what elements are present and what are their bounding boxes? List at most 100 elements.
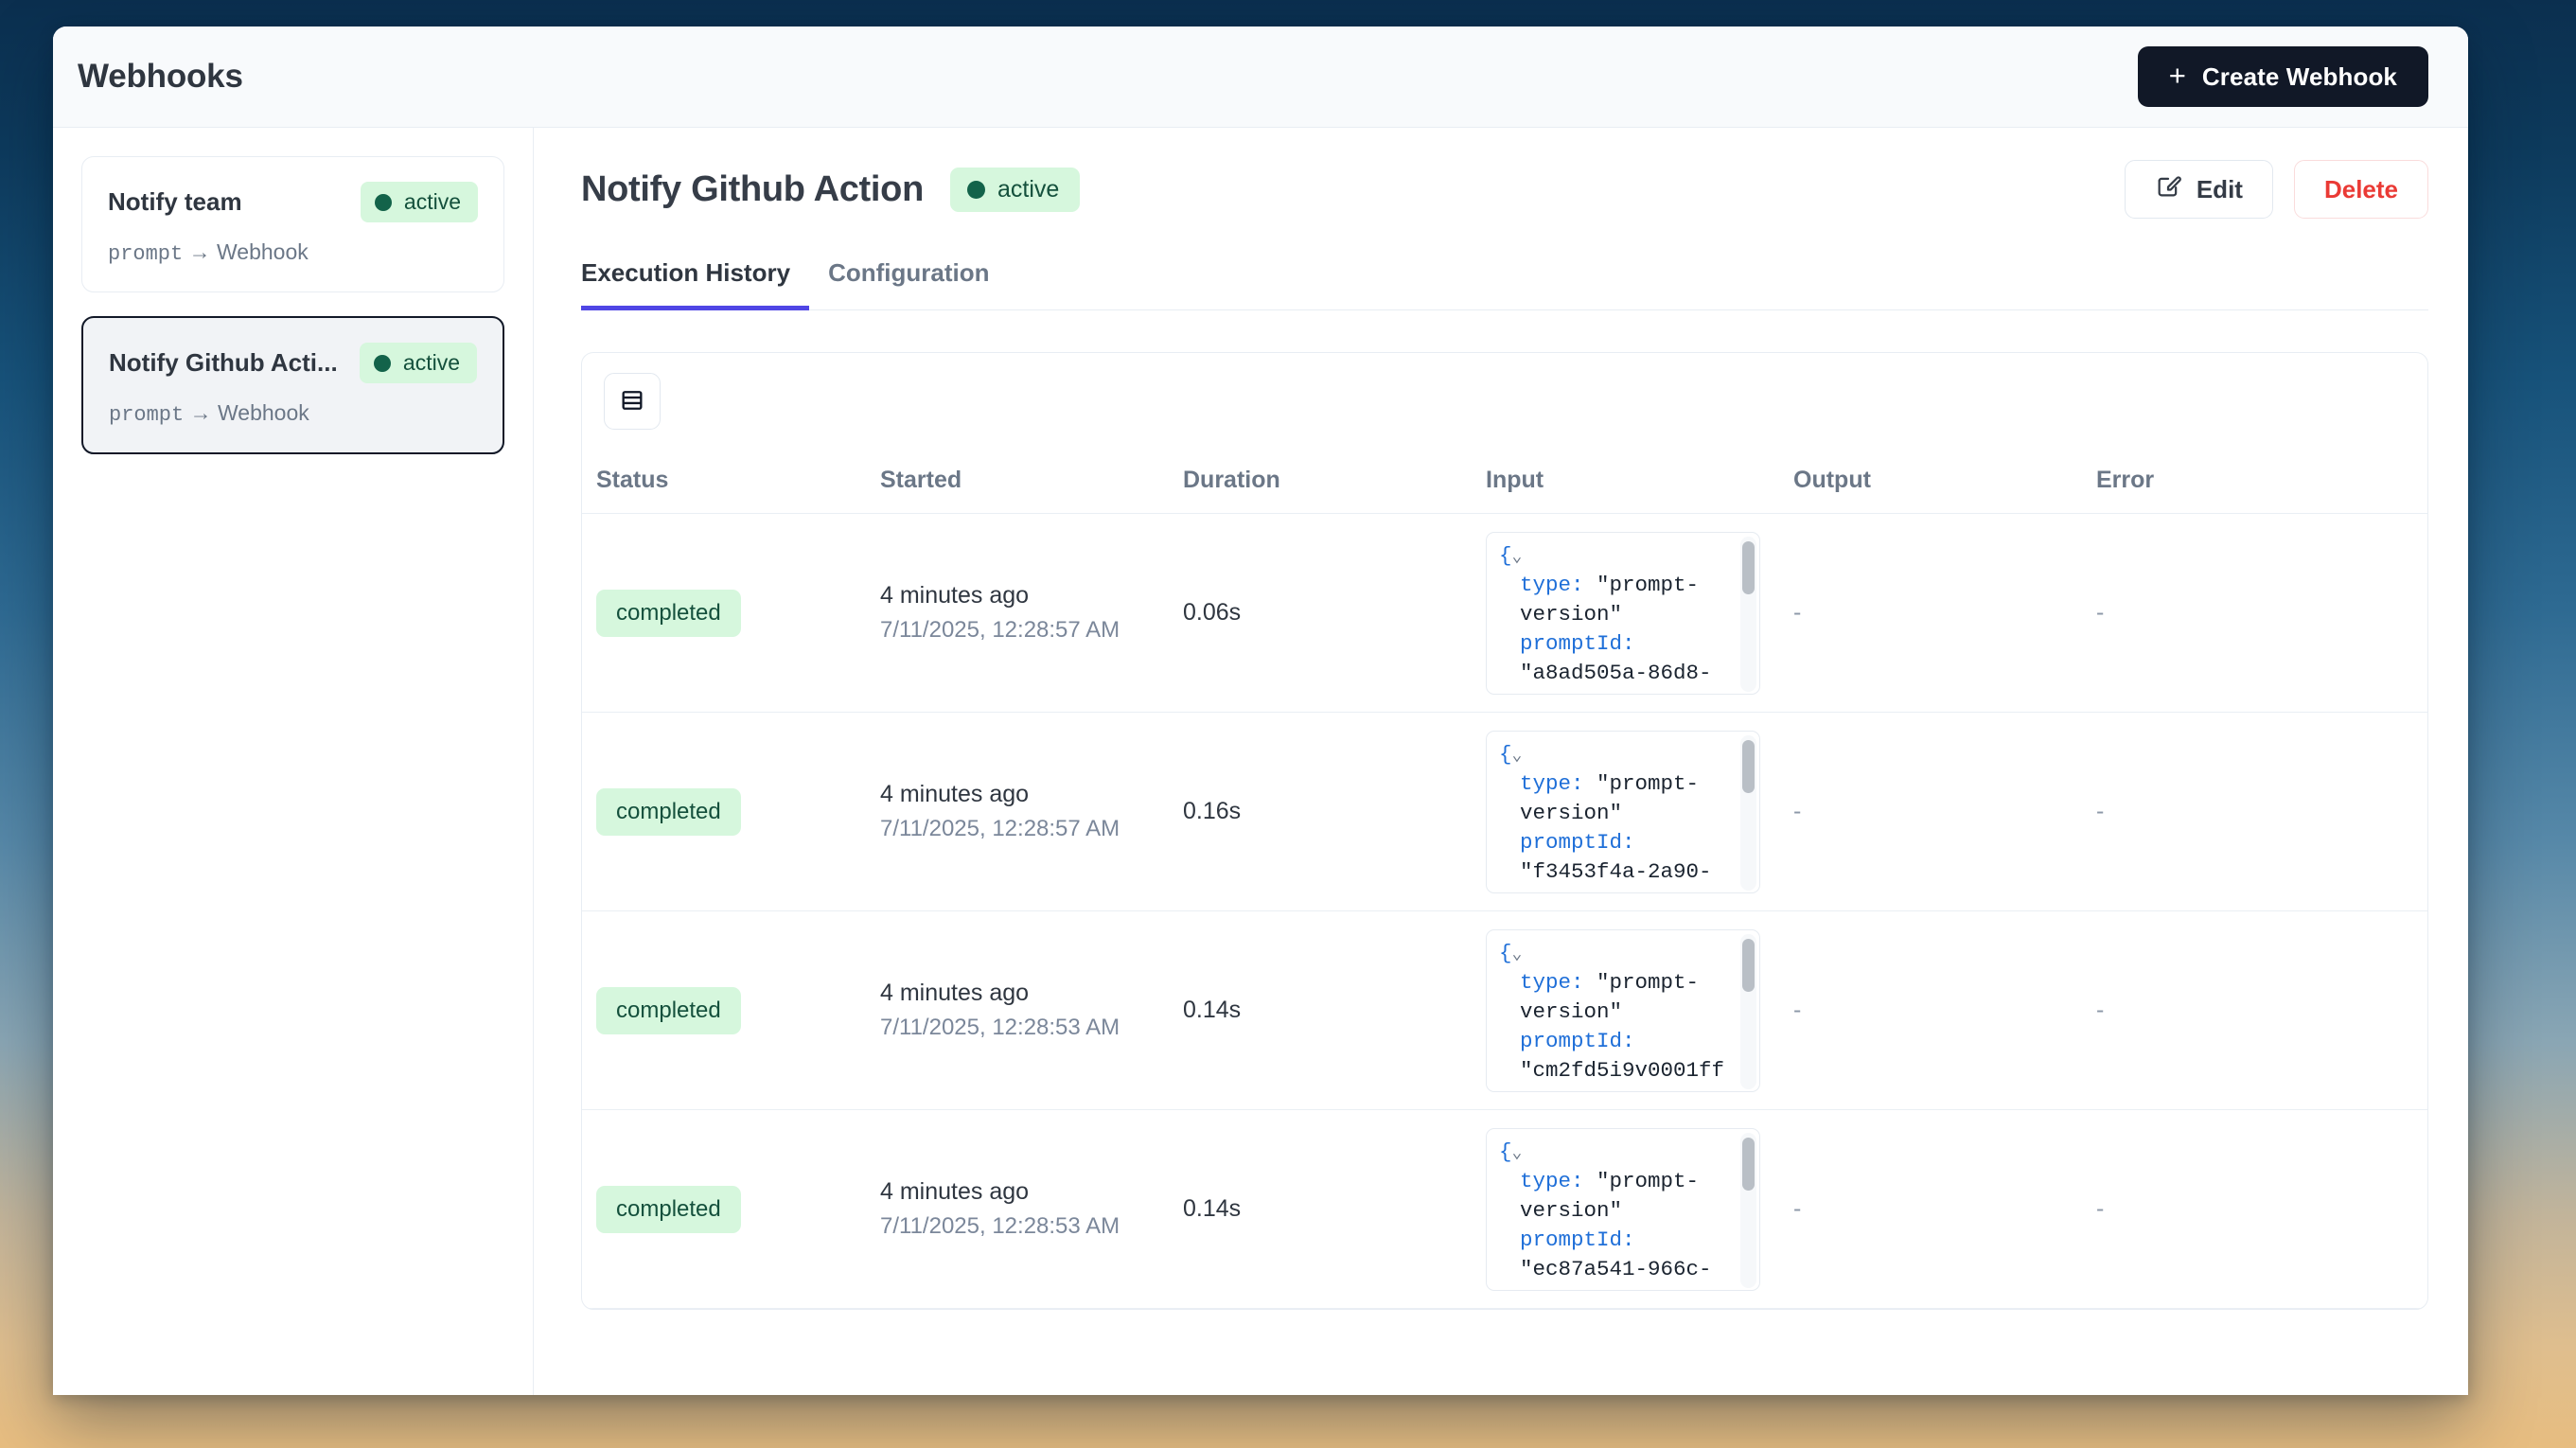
json-viewer[interactable]: {⌄ type: "prompt- version" promptId: "f3… xyxy=(1486,730,1760,893)
json-root-line[interactable]: {⌄ xyxy=(1499,740,1759,769)
json-root-line[interactable]: {⌄ xyxy=(1499,1138,1759,1167)
column-header-started[interactable]: Started xyxy=(880,450,1183,514)
detail-actions: Edit Delete xyxy=(2124,160,2428,219)
column-header-output[interactable]: Output xyxy=(1793,450,2096,514)
table-header-row: Status Started Duration Input Output Err… xyxy=(582,450,2427,514)
create-webhook-button[interactable]: + Create Webhook xyxy=(2137,46,2428,107)
json-line: type: "prompt- xyxy=(1499,571,1759,600)
status-label: active xyxy=(997,175,1060,203)
json-value: "cm2fd5i9v0001ff xyxy=(1520,1057,1725,1083)
cell-output: - xyxy=(1793,1109,2096,1309)
json-line: "ec87a541-966c- xyxy=(1499,1255,1759,1284)
started-relative: 4 minutes ago xyxy=(880,980,1030,1006)
delete-label: Delete xyxy=(2323,174,2398,203)
scrollbar-thumb[interactable] xyxy=(1742,739,1755,793)
table-toolbar xyxy=(582,353,2427,450)
cell-output: - xyxy=(1793,712,2096,911)
status-label: active xyxy=(403,189,461,214)
json-value: "prompt- xyxy=(1597,969,1700,995)
json-line-cont: version" xyxy=(1499,600,1759,629)
json-line: type: "prompt- xyxy=(1499,968,1759,998)
sidebar-item-notify-team[interactable]: Notify team active prompt → Webhook xyxy=(81,156,504,292)
started-absolute: 7/11/2025, 12:28:53 AM xyxy=(880,1213,1120,1239)
json-line-cont: version" xyxy=(1499,1196,1759,1226)
column-header-error[interactable]: Error xyxy=(2096,450,2427,514)
error-value: - xyxy=(2096,997,2105,1023)
cell-output: - xyxy=(1793,910,2096,1110)
cell-duration: 0.14s xyxy=(1183,910,1486,1110)
status-badge: active xyxy=(360,182,478,222)
tab-configuration[interactable]: Configuration xyxy=(809,258,1008,310)
json-key: type: xyxy=(1520,969,1584,995)
cell-error: - xyxy=(2096,513,2427,713)
duration-value: 0.16s xyxy=(1183,798,1242,824)
started-relative: 4 minutes ago xyxy=(880,582,1030,609)
tab-execution-history[interactable]: Execution History xyxy=(581,258,810,310)
scrollbar-thumb[interactable] xyxy=(1742,938,1755,992)
sidebar-item-notify-github-action[interactable]: Notify Github Acti... active prompt → We… xyxy=(81,316,504,454)
column-header-duration[interactable]: Duration xyxy=(1183,450,1486,514)
cell-status: completed xyxy=(582,910,880,1110)
table-row[interactable]: completed 4 minutes ago 7/11/2025, 12:28… xyxy=(582,712,2427,911)
status-badge: completed xyxy=(596,589,741,637)
chevron-down-icon[interactable]: ⌄ xyxy=(1511,547,1523,567)
cell-status: completed xyxy=(582,513,880,713)
status-badge: completed xyxy=(596,787,741,836)
json-root-line[interactable]: {⌄ xyxy=(1499,939,1759,968)
content-split: Notify team active prompt → Webhook Noti… xyxy=(53,128,2468,1395)
card-header-row: Notify team active xyxy=(108,182,478,222)
chevron-down-icon[interactable]: ⌄ xyxy=(1511,746,1523,766)
column-header-status[interactable]: Status xyxy=(582,450,880,514)
json-line: promptId: xyxy=(1499,629,1759,659)
json-root-line[interactable]: {⌄ xyxy=(1499,541,1759,571)
page-heading: Webhooks xyxy=(78,58,243,95)
cell-started: 4 minutes ago 7/11/2025, 12:28:57 AM xyxy=(880,513,1183,713)
json-line: "cm2fd5i9v0001ff xyxy=(1499,1056,1759,1086)
started-absolute: 7/11/2025, 12:28:53 AM xyxy=(880,1015,1120,1040)
flow-source: prompt xyxy=(108,242,184,266)
scrollbar-thumb[interactable] xyxy=(1742,540,1755,594)
cell-duration: 0.06s xyxy=(1183,513,1486,713)
json-value: "prompt- xyxy=(1597,1168,1700,1193)
cell-duration: 0.16s xyxy=(1183,712,1486,911)
delete-button[interactable]: Delete xyxy=(2293,160,2428,219)
json-viewer[interactable]: {⌄ type: "prompt- version" promptId: "a8… xyxy=(1486,531,1760,695)
json-line: promptId: xyxy=(1499,1027,1759,1056)
json-viewer[interactable]: {⌄ type: "prompt- version" promptId: "cm… xyxy=(1486,928,1760,1092)
error-value: - xyxy=(2096,599,2105,626)
status-dot-icon xyxy=(373,354,391,372)
table-row[interactable]: completed 4 minutes ago 7/11/2025, 12:28… xyxy=(582,910,2427,1110)
webhook-flow: prompt → Webhook xyxy=(108,239,478,266)
app-window: Webhooks + Create Webhook Notify team ac… xyxy=(53,26,2468,1395)
chevron-down-icon[interactable]: ⌄ xyxy=(1511,945,1523,964)
error-value: - xyxy=(2096,1195,2105,1222)
edit-label: Edit xyxy=(2196,174,2243,203)
table-rows-icon xyxy=(619,387,645,416)
flow-source: prompt xyxy=(109,403,185,427)
table-row[interactable]: completed 4 minutes ago 7/11/2025, 12:28… xyxy=(582,513,2427,713)
json-line: "f3453f4a-2a90- xyxy=(1499,857,1759,887)
json-value: "f3453f4a-2a90- xyxy=(1520,858,1712,884)
column-header-input[interactable]: Input xyxy=(1486,450,1793,514)
json-value: "prompt- xyxy=(1597,770,1700,796)
table-body: completed 4 minutes ago 7/11/2025, 12:28… xyxy=(582,513,2427,1309)
table-row[interactable]: completed 4 minutes ago 7/11/2025, 12:28… xyxy=(582,1109,2427,1309)
table-head: Status Started Duration Input Output Err… xyxy=(582,450,2427,514)
detail-header: Notify Github Action active xyxy=(581,160,2428,219)
json-line: promptId: xyxy=(1499,828,1759,857)
error-value: - xyxy=(2096,798,2105,824)
webhook-detail-panel: Notify Github Action active xyxy=(534,128,2468,1395)
webhook-name: Notify Github Acti... xyxy=(109,348,338,377)
json-key: type: xyxy=(1520,572,1584,597)
webhook-name: Notify team xyxy=(108,187,242,216)
execution-history-table: Status Started Duration Input Output Err… xyxy=(582,450,2427,1309)
flow-target: Webhook xyxy=(217,239,309,264)
arrow-right-icon: → xyxy=(189,400,212,425)
chevron-down-icon[interactable]: ⌄ xyxy=(1511,1143,1523,1163)
json-key: type: xyxy=(1520,1168,1584,1193)
json-viewer[interactable]: {⌄ type: "prompt- version" promptId: "ec… xyxy=(1486,1127,1760,1291)
table-view-toggle-button[interactable] xyxy=(604,373,661,430)
scrollbar-thumb[interactable] xyxy=(1742,1137,1755,1191)
edit-button[interactable]: Edit xyxy=(2124,160,2273,219)
json-open-brace: { xyxy=(1499,940,1512,965)
